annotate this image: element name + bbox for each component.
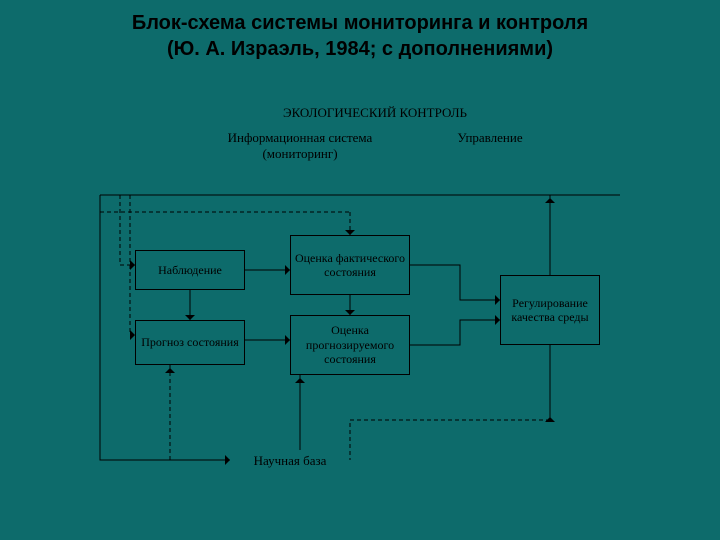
label-top_heading: ЭКОЛОГИЧЕСКИЙ КОНТРОЛЬ xyxy=(260,105,490,121)
box-assessment_actual: Оценка фактического состояния xyxy=(290,235,410,295)
box-regulation: Регулиро­вание качества среды xyxy=(500,275,600,345)
box-observation: Наблюдение xyxy=(135,250,245,290)
label-left_sub: Информационная система (мониторинг) xyxy=(205,130,395,161)
box-assessment_forecast: Оценка прогнозируемого состояния xyxy=(290,315,410,375)
box-forecast: Прогноз состояния xyxy=(135,320,245,365)
label-right_sub: Управление xyxy=(430,130,550,146)
title-line-2: (Ю. А. Израэль, 1984; с дополнениями) xyxy=(167,38,553,60)
label-science_base: Научная база xyxy=(230,453,350,469)
slide-title: Блок-схема системы мониторинга и контрол… xyxy=(0,10,720,62)
title-line-1: Блок-схема системы мониторинга и контрол… xyxy=(132,12,588,34)
